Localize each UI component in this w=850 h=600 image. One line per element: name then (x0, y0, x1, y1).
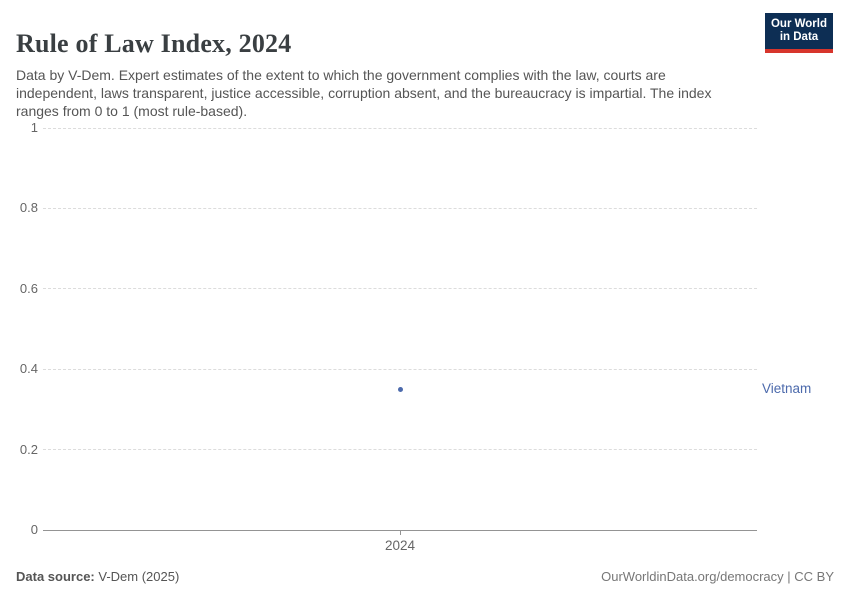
owid-logo-line2: in Data (779, 31, 819, 43)
y-gridline (43, 368, 757, 370)
page-title: Rule of Law Index, 2024 (16, 29, 292, 59)
y-tick-label: 0.6 (19, 280, 38, 296)
y-tick-label: 0.4 (19, 361, 38, 377)
footer-license-link[interactable]: OurWorldinData.org/democracy | CC BY (601, 569, 834, 584)
y-tick-label: 0.8 (19, 200, 38, 216)
owid-logo: Our World in Data (765, 13, 833, 53)
y-gridline (43, 288, 757, 290)
data-source-label: Data source: (16, 569, 95, 584)
data-source-text: Data source: V-Dem (2025) (16, 569, 179, 584)
y-tick-label: 1 (30, 120, 38, 135)
footer: Data source: V-Dem (2025) OurWorldinData… (16, 569, 834, 584)
y-tick-label: 0 (30, 522, 38, 537)
entity-label-vietnam[interactable]: Vietnam (762, 381, 812, 397)
data-point-vietnam[interactable] (397, 386, 403, 392)
x-tick-mark (400, 530, 401, 535)
y-tick-label: 0.2 (19, 441, 38, 457)
owid-logo-line1: Our World (770, 18, 827, 30)
x-tick-label: 2024 (384, 538, 416, 553)
data-source-value: V-Dem (2025) (94, 569, 180, 584)
y-gridline (43, 127, 757, 129)
page-subtitle: Data by V-Dem. Expert estimates of the e… (16, 67, 712, 119)
y-gridline (43, 207, 757, 209)
y-gridline (43, 449, 757, 451)
